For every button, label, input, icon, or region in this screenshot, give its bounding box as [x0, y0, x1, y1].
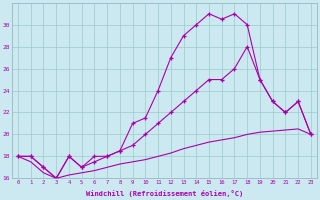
X-axis label: Windchill (Refroidissement éolien,°C): Windchill (Refroidissement éolien,°C): [86, 190, 243, 197]
